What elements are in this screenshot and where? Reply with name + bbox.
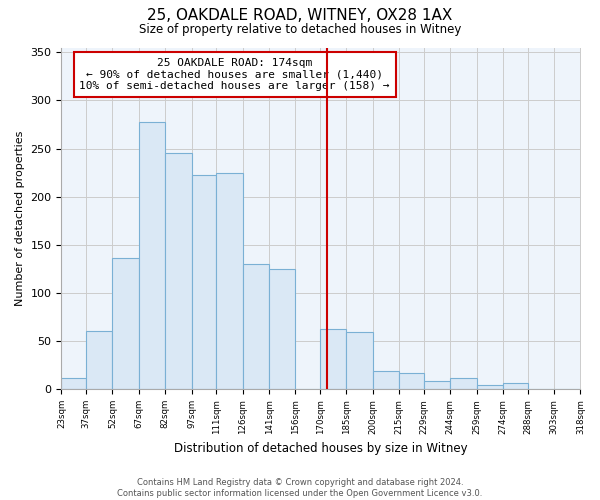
Text: 25, OAKDALE ROAD, WITNEY, OX28 1AX: 25, OAKDALE ROAD, WITNEY, OX28 1AX <box>148 8 452 22</box>
Text: 25 OAKDALE ROAD: 174sqm
← 90% of detached houses are smaller (1,440)
10% of semi: 25 OAKDALE ROAD: 174sqm ← 90% of detache… <box>79 58 390 91</box>
Bar <box>216 172 242 389</box>
Bar <box>165 154 191 389</box>
Bar <box>450 378 476 389</box>
Bar <box>269 269 295 389</box>
Bar <box>320 330 346 389</box>
Text: Contains HM Land Registry data © Crown copyright and database right 2024.
Contai: Contains HM Land Registry data © Crown c… <box>118 478 482 498</box>
Bar <box>346 332 373 389</box>
Bar <box>399 372 424 389</box>
Y-axis label: Number of detached properties: Number of detached properties <box>15 130 25 306</box>
Bar <box>424 382 450 389</box>
Text: Size of property relative to detached houses in Witney: Size of property relative to detached ho… <box>139 22 461 36</box>
Bar <box>86 332 112 389</box>
Bar <box>242 264 269 389</box>
Bar <box>61 378 86 389</box>
Bar <box>503 384 528 389</box>
X-axis label: Distribution of detached houses by size in Witney: Distribution of detached houses by size … <box>174 442 468 455</box>
Bar <box>191 176 216 389</box>
Bar <box>112 258 139 389</box>
Bar <box>373 371 399 389</box>
Bar <box>476 385 503 389</box>
Bar <box>139 122 165 389</box>
